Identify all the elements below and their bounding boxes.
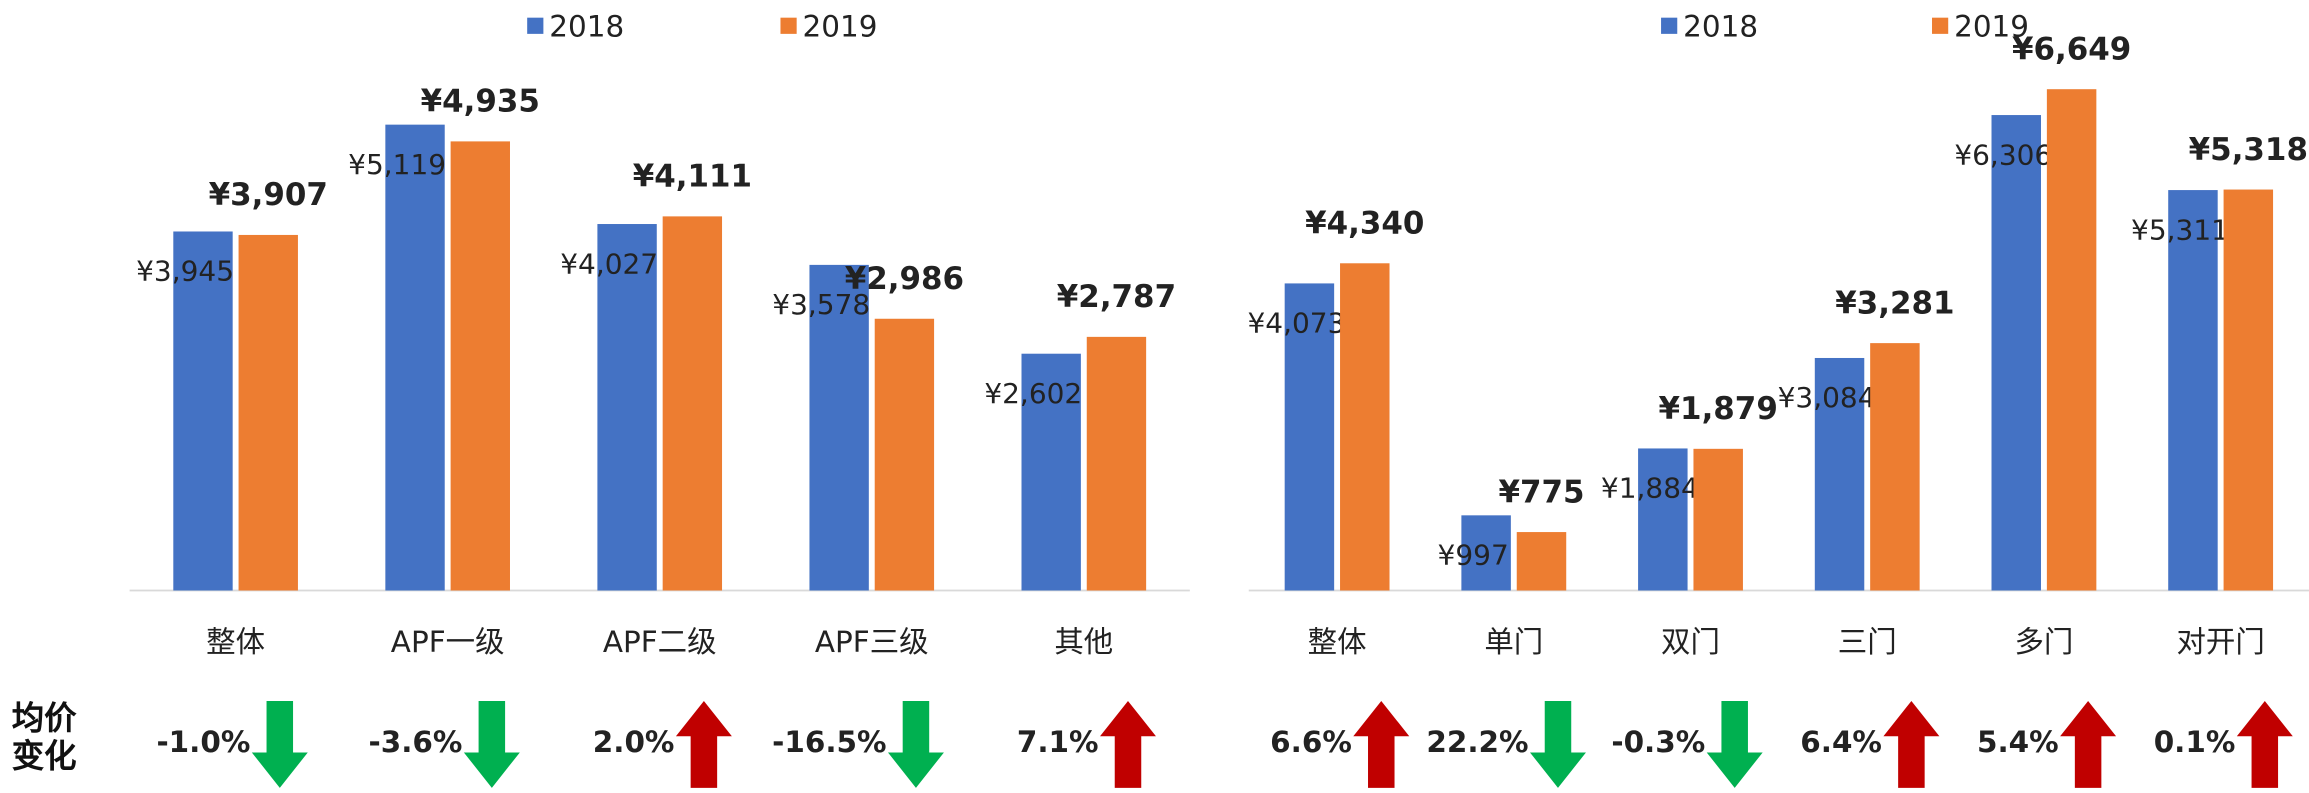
value-label: ¥4,935 [421,84,540,120]
change-label: 6.4% [1800,725,1882,759]
change-arrow [675,700,732,788]
bar [1340,263,1390,591]
bar [1638,448,1688,591]
x-tick-label: APF一级 [391,625,505,659]
change-label: 5.4% [1977,725,2059,759]
change-arrow [1530,700,1586,788]
bar [1693,448,1743,591]
bar [173,231,233,591]
bar [2223,189,2274,591]
value-label: ¥997 [1438,539,1509,572]
change-arrow [1883,700,1940,788]
value-label: ¥1,884 [1601,472,1699,505]
value-label: ¥6,306 [1954,138,2052,171]
bar [2046,89,2097,591]
value-label: ¥3,907 [209,177,328,213]
change-arrow [2060,700,2117,788]
value-label: ¥4,111 [633,159,752,195]
bar [450,141,510,591]
value-label: ¥2,787 [1057,279,1176,315]
legend-label: 2018 [549,9,624,43]
change-label: -0.3% [1611,725,1705,759]
change-label: 7.1% [1017,725,1099,759]
x-tick-label: 三门 [1838,625,1897,659]
row-label-box: 均价变化 [11,700,77,777]
change-label: 6.6% [1270,725,1352,759]
x-tick-label: 其他 [1054,625,1113,659]
x-tick-label: 单门 [1484,625,1543,659]
value-label: ¥2,602 [984,377,1082,410]
change-arrow [463,700,520,788]
x-tick-label: 整体 [206,625,265,659]
legend-label: 2018 [1683,9,1758,43]
value-label: ¥3,578 [772,288,870,321]
change-label: -3.6% [369,725,463,759]
change-label: 2.0% [593,725,675,759]
change-label: 0.1% [2154,725,2236,759]
x-tick-label: 多门 [2014,625,2073,659]
value-label: ¥5,318 [2189,132,2308,168]
change-label: -1.0% [156,725,250,759]
bar [385,124,445,591]
value-label: ¥775 [1498,474,1584,510]
x-tick-label: 双门 [1661,625,1720,659]
x-tick-label: 整体 [1308,625,1367,659]
bar [1870,343,1920,591]
bar [874,318,935,591]
change-arrow [887,700,944,788]
value-label: ¥3,084 [1778,381,1876,414]
bar [809,264,869,591]
bar [1284,283,1335,591]
bar [1814,357,1865,591]
value-label: ¥6,649 [2012,31,2131,67]
value-label: ¥4,340 [1305,205,1424,241]
change-arrow [2236,700,2293,788]
change-arrow [251,700,308,788]
x-tick-label: APF二级 [603,625,717,659]
change-arrow [1353,700,1410,788]
change-label: -16.5% [772,725,886,759]
bar [2168,190,2218,591]
bar [1021,353,1081,591]
bar [597,224,657,591]
bar [1516,532,1567,591]
value-label: ¥2,986 [845,261,964,297]
bar [1086,336,1147,591]
legend-swatch [1932,17,1949,34]
bar [662,216,723,591]
row-label: 均价变化 [11,700,77,777]
legend-swatch [780,17,797,34]
legend-label: 2019 [1954,9,2029,43]
value-label: ¥3,945 [136,255,234,288]
bar [1991,115,2041,591]
legend-label: 2019 [803,9,878,43]
value-label: ¥4,027 [560,247,658,280]
legend-swatch [1661,17,1678,34]
value-label: ¥1,879 [1659,391,1778,427]
change-label: 22.2% [1426,725,1528,759]
legend-swatch [527,17,544,34]
bar [1461,515,1511,591]
value-label: ¥5,119 [348,148,446,181]
value-label: ¥5,311 [2131,213,2229,246]
bar [238,234,298,591]
x-tick-label: 对开门 [2176,625,2264,659]
value-label: ¥3,281 [1835,285,1954,321]
change-arrow [1706,700,1763,788]
value-label: ¥4,073 [1248,307,1346,340]
change-arrow [1100,700,1156,788]
x-tick-label: APF三级 [815,625,929,659]
